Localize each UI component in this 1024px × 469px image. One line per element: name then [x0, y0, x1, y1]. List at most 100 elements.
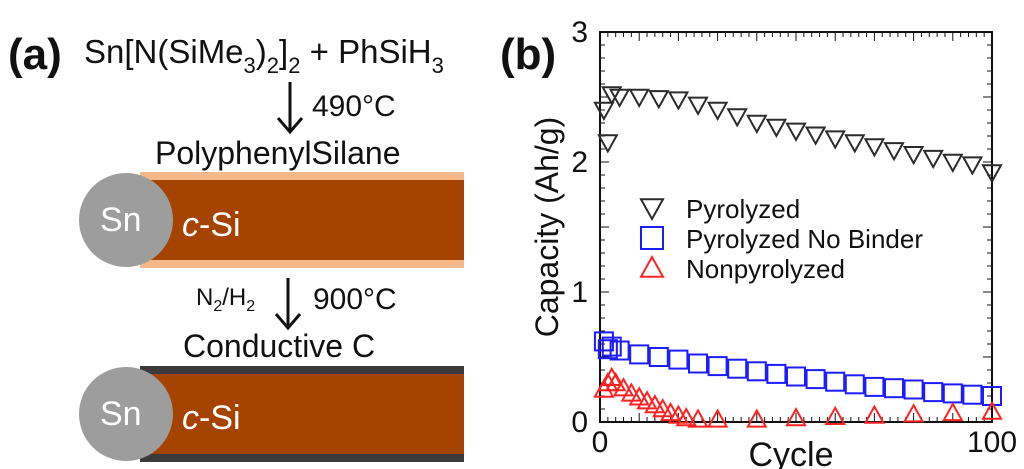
data-point-triangle-down	[981, 164, 1003, 184]
data-point-square	[609, 340, 630, 361]
legend-marker-triangle-down	[639, 198, 665, 222]
reaction-sub-4: 3	[431, 52, 444, 78]
data-point-triangle-down	[608, 88, 631, 109]
c-si-italic: c	[182, 399, 199, 437]
gas-n-sub: 2	[213, 297, 223, 315]
data-point-triangle-down	[883, 142, 905, 162]
silicon-nanowire-rod	[140, 180, 464, 260]
c-si-label: c-Si	[182, 399, 241, 438]
data-point-square	[786, 366, 806, 387]
data-point-square	[648, 347, 669, 367]
legend-marker-square	[640, 226, 664, 250]
data-point-triangle-down	[597, 134, 619, 154]
reaction-sub-2: 2	[266, 52, 280, 78]
data-point-square	[923, 382, 944, 403]
sn-seed-particle	[79, 367, 173, 461]
legend-label: Pyrolyzed	[686, 194, 800, 224]
reaction-formula: Sn[N(SiMe3)2]2 + PhSiH3	[84, 33, 444, 78]
data-point-square	[727, 358, 748, 379]
y-axis-label: Capacity (Ah/g)	[529, 117, 565, 338]
gas-h: /H	[222, 284, 247, 311]
data-point-square	[962, 384, 983, 405]
data-point-square	[668, 349, 689, 370]
coating2-label: Conductive C	[183, 328, 376, 364]
y-tick-label: 0	[571, 406, 588, 439]
data-point-triangle-up	[902, 403, 925, 423]
data-point-square	[903, 379, 924, 400]
data-point-triangle-up	[746, 408, 768, 428]
legend-marker-triangle-up	[639, 254, 665, 278]
y-tick-label: 3	[571, 16, 588, 49]
legend-label: Nonpyrolyzed	[686, 254, 845, 284]
capacity-chart: 0 1 2 3 0 100 Cycle Capacity (Ah/g) PyrolyzedPyr…	[529, 16, 1017, 469]
reaction-sub-1: 3	[243, 52, 256, 78]
data-point-square	[942, 383, 963, 404]
data-point-triangle-up	[675, 407, 697, 427]
data-point-square	[844, 374, 865, 395]
down-arrow-icon	[274, 278, 302, 331]
legend-label: Pyrolyzed No Binder	[686, 224, 923, 254]
data-point-triangle-down	[706, 101, 729, 122]
panel-a-label: (a)	[8, 30, 62, 79]
c-si-label: c-Si	[182, 206, 241, 245]
reaction-mid-2: ]	[279, 33, 289, 70]
step2-temperature: 900°C	[313, 283, 397, 316]
c-si-rest: -Si	[199, 399, 241, 437]
data-point-triangle-up	[687, 408, 709, 428]
data-point-triangle-up	[824, 405, 846, 425]
data-point-triangle-down	[844, 134, 866, 154]
sn-label: Sn	[100, 395, 142, 433]
c-si-rest: -Si	[199, 206, 241, 244]
reaction-mid-1: )	[255, 33, 267, 70]
sn-label: Sn	[100, 201, 142, 239]
data-point-triangle-up	[785, 407, 807, 427]
gas-n: N	[196, 284, 214, 311]
data-point-triangle-up	[604, 371, 627, 392]
data-point-square	[601, 336, 622, 357]
capacity-chart-panel: (b) 0 1 2 3 0 100 Cycle Capacity (Ah/g) Pyrolyze…	[500, 0, 1024, 469]
y-tick-label: 1	[571, 276, 588, 309]
data-point-triangle-down	[961, 156, 984, 176]
data-point-square	[629, 344, 650, 365]
c-si-italic: c	[182, 206, 199, 244]
silicon-nanowire-rod	[140, 374, 464, 454]
data-point-triangle-down	[628, 88, 650, 109]
x-tick-label: 0	[592, 426, 609, 459]
data-point-square	[805, 369, 826, 390]
data-point-triangle-down	[726, 108, 748, 128]
coating1-label: PolyphenylSilane	[155, 135, 401, 171]
reaction-suffix: + PhSiH	[300, 33, 432, 70]
data-point-triangle-down	[824, 130, 846, 150]
data-point-triangle-down	[593, 101, 615, 122]
reaction-prefix: Sn[N(SiMe	[84, 33, 244, 70]
sn-seed-particle	[79, 173, 173, 267]
y-tick-label: 2	[571, 146, 588, 179]
down-arrow-icon	[276, 82, 304, 135]
data-point-square	[597, 339, 618, 360]
data-point-square	[766, 363, 787, 384]
data-point-square	[884, 378, 904, 399]
data-point-triangle-up	[863, 404, 886, 424]
data-point-triangle-down	[601, 86, 623, 106]
panel-b-label: (b)	[500, 30, 557, 79]
data-point-triangle-down	[765, 118, 788, 138]
data-point-triangle-down	[863, 138, 886, 158]
x-axis-label: Cycle	[748, 436, 833, 469]
data-point-triangle-up	[706, 408, 729, 428]
data-point-triangle-up	[612, 377, 635, 397]
data-point-triangle-down	[804, 126, 827, 146]
data-point-square	[707, 356, 728, 377]
gas-h-sub: 2	[246, 297, 256, 315]
data-point-triangle-down	[687, 96, 709, 116]
data-point-triangle-up	[942, 401, 964, 422]
reaction-sub-3: 2	[288, 52, 301, 78]
data-point-triangle-up	[981, 400, 1003, 420]
data-point-triangle-down	[648, 90, 670, 110]
data-point-triangle-down	[746, 114, 768, 135]
data-point-triangle-down	[922, 149, 944, 170]
step2-gas: N2/H2	[196, 284, 255, 316]
data-point-triangle-down	[667, 91, 690, 111]
x-tick-label: 100	[967, 426, 1017, 459]
data-point-triangle-down	[785, 122, 807, 142]
data-point-square	[825, 371, 846, 392]
